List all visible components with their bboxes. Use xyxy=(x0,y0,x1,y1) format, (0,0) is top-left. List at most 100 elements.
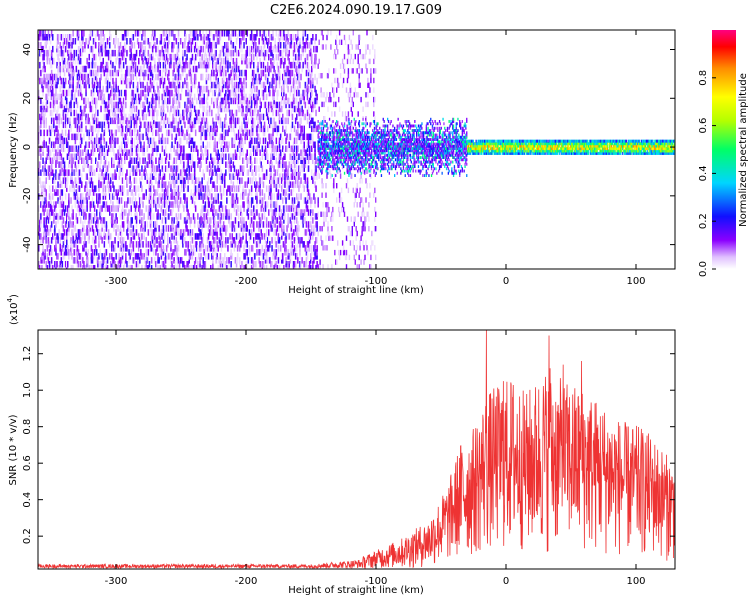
heatmap-cell xyxy=(202,257,204,264)
heatmap-cell xyxy=(248,201,251,208)
heatmap-cell xyxy=(283,209,285,216)
heatmap-cell xyxy=(112,181,114,188)
heatmap-cell xyxy=(179,257,182,264)
heatmap-cell xyxy=(219,185,222,192)
heatmap-cell xyxy=(230,185,232,192)
heatmap-cell xyxy=(149,81,152,89)
heatmap-cell xyxy=(182,173,184,180)
heatmap-cell xyxy=(114,245,116,252)
heatmap-cell xyxy=(112,117,114,125)
heatmap-cell xyxy=(170,209,172,216)
heatmap-cell xyxy=(186,109,188,117)
heatmap-cell xyxy=(237,185,240,192)
heatmap-cell xyxy=(267,125,269,133)
heatmap-cell xyxy=(76,34,79,41)
heatmap-cell xyxy=(242,193,244,200)
heatmap-cell xyxy=(217,149,219,156)
heatmap-cell xyxy=(173,237,175,244)
heatmap-cell xyxy=(97,221,99,228)
heatmap-cell xyxy=(177,189,180,196)
heatmap-cell xyxy=(174,169,176,176)
heatmap-cell xyxy=(66,61,68,69)
heatmap-cell xyxy=(117,253,119,260)
heatmap-cell xyxy=(256,129,258,137)
heatmap-cell xyxy=(66,237,68,244)
heatmap-cell xyxy=(255,34,257,41)
heatmap-cell xyxy=(206,141,209,148)
heatmap-cell xyxy=(172,249,174,256)
heatmap-cell xyxy=(210,205,212,212)
heatmap-cell xyxy=(107,49,110,57)
heatmap-cell xyxy=(255,189,257,196)
heatmap-cell xyxy=(72,233,74,240)
heatmap-cell xyxy=(126,141,128,148)
heatmap-cell xyxy=(81,65,83,73)
heatmap-cell xyxy=(263,101,266,109)
heatmap-cell xyxy=(208,129,211,137)
heatmap-cell xyxy=(182,109,184,117)
heatmap-cell xyxy=(214,209,216,216)
heatmap-cell xyxy=(243,57,245,65)
heatmap-cell xyxy=(189,93,192,101)
heatmap-cell xyxy=(205,97,208,105)
heatmap-cell xyxy=(197,221,199,228)
heatmap-cell xyxy=(215,185,217,192)
heatmap-cell xyxy=(204,145,207,152)
heatmap-cell xyxy=(162,85,165,93)
heatmap-cell xyxy=(251,177,254,184)
heatmap-cell xyxy=(178,153,181,160)
heatmap-cell xyxy=(136,153,139,160)
heatmap-cell xyxy=(228,141,230,148)
heatmap-cell xyxy=(246,129,248,137)
heatmap-cell xyxy=(229,189,231,196)
heatmap-cell xyxy=(251,69,254,77)
heatmap-cell xyxy=(260,121,262,129)
heatmap-cell xyxy=(186,101,188,109)
heatmap-cell xyxy=(256,77,258,85)
heatmap-cell xyxy=(100,173,102,180)
heatmap-cell xyxy=(68,77,70,85)
heatmap-cell xyxy=(40,117,42,125)
heatmap-cell xyxy=(84,265,86,269)
heatmap-cell xyxy=(259,113,261,121)
heatmap-cell xyxy=(61,157,64,164)
heatmap-cell xyxy=(214,249,216,256)
heatmap-cell xyxy=(85,197,87,204)
heatmap-cell xyxy=(68,229,70,236)
heatmap-cell xyxy=(219,257,222,264)
heatmap-cell xyxy=(207,225,210,232)
heatmap-cell xyxy=(149,77,152,85)
heatmap-cell xyxy=(145,57,147,65)
heatmap-cell xyxy=(193,30,196,37)
heatmap-cell xyxy=(187,125,189,133)
heatmap-cell xyxy=(165,65,168,73)
heatmap-cell xyxy=(151,129,154,137)
heatmap-cell xyxy=(174,81,176,89)
heatmap-cell xyxy=(157,61,159,69)
heatmap-cell xyxy=(182,201,184,208)
heatmap-cell xyxy=(97,65,99,73)
heatmap-cell xyxy=(100,49,102,57)
heatmap-cell xyxy=(245,73,247,81)
heatmap-cell xyxy=(128,65,130,73)
heatmap-cell xyxy=(59,189,61,196)
heatmap-cell xyxy=(261,177,264,184)
heatmap-cell xyxy=(84,145,86,152)
heatmap-cell xyxy=(233,241,236,248)
heatmap-cell xyxy=(119,257,122,264)
heatmap-cell xyxy=(59,113,61,121)
heatmap-cell xyxy=(40,105,42,113)
heatmap-cell xyxy=(194,193,197,200)
heatmap-cell xyxy=(173,81,175,89)
heatmap-cell xyxy=(219,61,222,69)
heatmap-cell xyxy=(164,181,167,188)
heatmap-cell xyxy=(234,149,237,156)
heatmap-cell xyxy=(260,233,262,240)
heatmap-cell xyxy=(220,141,223,148)
heatmap-cell xyxy=(174,197,176,204)
heatmap-cell xyxy=(134,113,137,121)
heatmap-cell xyxy=(79,217,82,224)
heatmap-cell xyxy=(55,137,57,145)
heatmap-cell xyxy=(67,49,69,57)
heatmap-cell xyxy=(242,113,244,121)
